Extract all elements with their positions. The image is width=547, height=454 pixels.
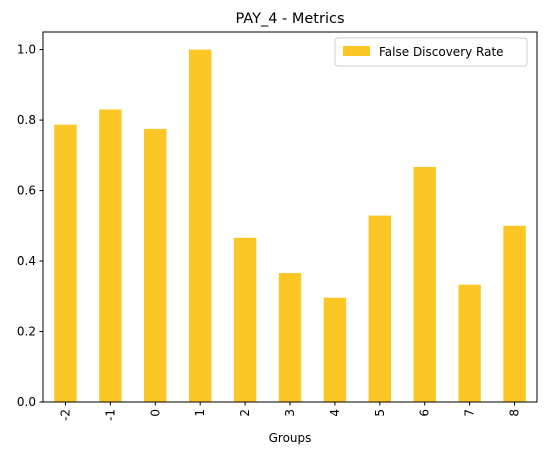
bar--1 <box>99 109 122 403</box>
y-axis: 0.0 0.2 0.4 0.6 0.8 1.0 <box>17 43 43 409</box>
legend: False Discovery Rate <box>334 37 528 67</box>
x-tick-label: 6 <box>418 409 432 417</box>
y-tick-label: 0.4 <box>17 254 36 268</box>
bar-0 <box>144 128 167 402</box>
x-tick-label: 1 <box>193 409 207 417</box>
legend-swatch <box>343 46 370 56</box>
legend-box <box>334 37 528 67</box>
x-tick-label: 3 <box>283 409 297 417</box>
y-tick-label: 1.0 <box>17 43 36 57</box>
bar-7 <box>458 284 481 402</box>
legend-label: False Discovery Rate <box>379 45 504 59</box>
x-axis-label: Groups <box>269 431 312 445</box>
x-tick-label: 5 <box>373 409 387 417</box>
bar-1 <box>188 49 212 402</box>
y-tick-label: 0.6 <box>17 184 36 198</box>
x-tick-label: -2 <box>58 409 72 421</box>
x-tick-label: 8 <box>508 409 522 417</box>
bar-2 <box>233 237 257 402</box>
y-tick-label: 0.0 <box>17 395 36 409</box>
bar-6 <box>413 166 436 402</box>
bar-5 <box>368 215 392 402</box>
x-axis: -2 -1 0 1 2 3 4 5 6 7 8 <box>58 402 522 421</box>
bars-group <box>54 49 526 403</box>
chart-title: PAY_4 - Metrics <box>235 11 344 27</box>
x-tick-label: 4 <box>328 409 342 417</box>
x-tick-label: 0 <box>148 409 162 417</box>
x-tick-label: 2 <box>238 409 252 417</box>
y-tick-label: 0.8 <box>17 113 36 127</box>
x-tick-label: 7 <box>463 409 477 417</box>
x-tick-label: -1 <box>103 409 117 421</box>
bar--2 <box>54 124 77 402</box>
bar-8 <box>503 225 526 402</box>
y-tick-label: 0.2 <box>17 325 36 339</box>
bar-4 <box>323 297 347 402</box>
bar-3 <box>278 273 302 402</box>
